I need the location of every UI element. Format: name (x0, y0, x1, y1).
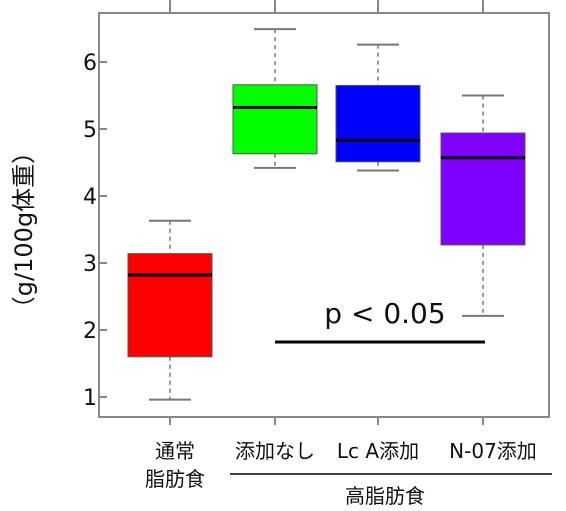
bottom-axis-ticks (169, 417, 484, 425)
category-label: 通常 (155, 439, 195, 463)
category-label: N-07添加 (449, 439, 537, 463)
box-2 (232, 28, 318, 169)
y-tick-label: 1 (83, 386, 97, 411)
box-body (232, 84, 318, 155)
y-axis-label: （g/100g体重） (10, 140, 38, 320)
box-body (335, 84, 421, 163)
y-tick-label: 6 (83, 51, 97, 76)
y-tick-label: 4 (83, 185, 97, 210)
box-1 (127, 219, 213, 401)
box-series (127, 28, 526, 401)
group-label: 高脂肪食 (345, 484, 425, 508)
category-label: 脂肪食 (145, 467, 205, 491)
box-body (440, 132, 526, 246)
box-4 (440, 94, 526, 317)
top-axis-ticks (169, 0, 484, 13)
y-tick-label: 3 (83, 252, 97, 277)
category-label: Lc A添加 (337, 439, 419, 463)
box-body (127, 253, 213, 358)
category-label: 添加なし (235, 439, 315, 463)
box-3 (335, 43, 421, 172)
significance-annotation: p < 0.05 (275, 297, 485, 344)
y-axis: 1 2 3 4 5 6 (83, 51, 107, 411)
y-tick-label: 5 (83, 118, 97, 143)
y-tick-label: 2 (83, 319, 97, 344)
significance-text: p < 0.05 (324, 297, 445, 330)
